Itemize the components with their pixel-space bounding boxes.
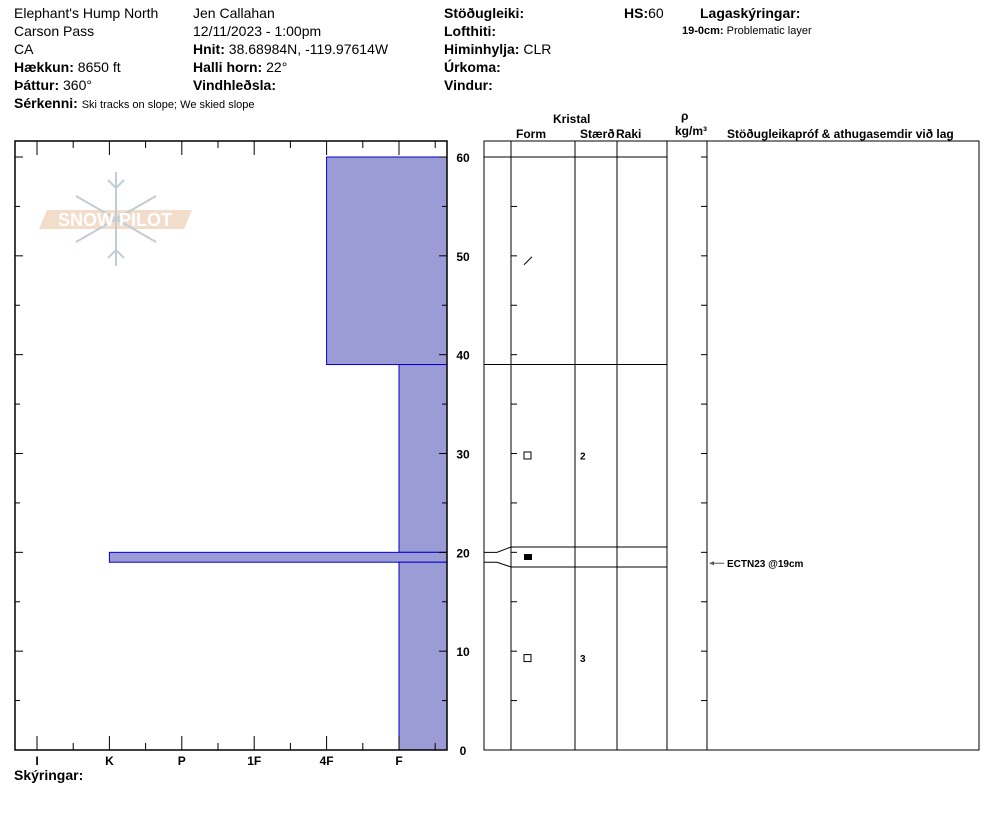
hardness-bar-0 [326,156,448,366]
elevation: Hækkun: 8650 ft [14,58,121,76]
depth-label-20: 20 [456,546,470,560]
slope: Halli horn: 22° [193,58,287,76]
grain-form-icon [523,451,532,460]
precip-label: Úrkoma: [444,59,501,75]
stability-label: Stöðugleiki: [444,5,525,21]
coords-value: 38.68984N, -119.97614W [228,41,389,57]
features: Sérkenni: Ski tracks on slope; We skied … [14,94,255,114]
coords-label: Hnit: [193,41,225,57]
hardness-bar-2 [108,551,448,563]
hs: HS:60 [624,4,664,22]
elevation-value: 8650 ft [77,59,121,75]
hardness-label-F: F [395,754,402,768]
wind-loading: Vindhleðsla: [193,76,276,94]
features-label: Sérkenni: [14,95,78,111]
grain-form-icon [523,654,532,663]
hardness-plot-frame [14,140,448,751]
tests-header: Stöðugleikapróf & athugasemdir við lag [727,127,954,141]
slope-value: 22° [266,59,288,75]
precip: Úrkoma: [444,58,501,76]
area: Carson Pass [14,23,95,39]
size-header: Stærð [580,127,615,141]
grain-size: 2 [580,451,586,462]
grain-form-icon [523,256,533,266]
test-arrowhead-icon [709,561,714,566]
depth-label-10: 10 [456,645,470,659]
layer-note: 19-0cm: Problematic layer [682,22,812,40]
wind: Vindur: [444,76,493,94]
grain-form-icon [524,554,532,560]
hs-label: HS: [624,5,649,21]
sky-value: CLR [523,41,552,57]
stability-test-result: ECTN23 @19cm [727,559,804,570]
wind-loading-label: Vindhleðsla: [193,77,276,93]
logo-text: SNOW PILOT [58,210,172,230]
location: Elephant's Hump North [14,5,159,21]
aspect: Þáttur: 360° [14,76,92,94]
layer-notes-label: Lagaskýringar: [700,5,801,21]
coords: Hnit: 38.68984N, -119.97614W [193,40,388,58]
hardness-label-K: K [105,754,114,768]
elevation-label: Hækkun: [14,59,74,75]
sky-label: Himinhylja: [444,41,520,57]
observer: Jen Callahan [193,5,275,21]
grain-size: 3 [580,654,586,665]
datetime: 12/11/2023 - 1:00pm [193,23,322,39]
depth-label-0: 0 [460,744,467,758]
hardness-label-1F: 1F [247,754,261,768]
air-temp-label: Lofthiti: [444,23,497,39]
moisture-header: Raki [616,127,642,141]
hardness-bar-1 [398,364,448,553]
snowflake-icon [75,172,157,266]
hardness-bar-3 [398,561,448,751]
slope-label: Halli horn: [193,59,263,75]
layer-note-text: Problematic layer [726,25,812,37]
density-symbol: ρ [681,109,689,123]
crystal-header: Kristal [553,112,591,126]
density-unit: kg/m³ [675,124,708,138]
wind-label: Vindur: [444,77,493,93]
layer-table-frame [483,140,980,751]
stability: Stöðugleiki: [444,4,524,22]
hardness-label-P: P [178,754,186,768]
hs-value: 60 [648,5,664,21]
layer-note-range: 19-0cm: [682,25,724,37]
layer-connector [484,561,512,568]
features-value: Ski tracks on slope; We skied slope [81,99,255,111]
aspect-value: 360° [63,77,92,93]
depth-label-60: 60 [456,151,470,165]
depth-label-50: 50 [456,250,470,264]
hardness-label-4F: 4F [320,754,334,768]
layer-connector [484,546,512,553]
depth-label-30: 30 [456,448,470,462]
depth-label-40: 40 [456,349,470,363]
comments-label: Skýringar: [14,767,84,783]
state: CA [14,41,34,57]
form-header: Form [516,127,546,141]
hardness-label-I: I [35,754,38,768]
air-temp: Lofthiti: [444,22,496,40]
snowpilot-logo: SNOW PILOT [39,172,192,266]
aspect-label: Þáttur: [14,77,60,93]
sky: Himinhylja: CLR [444,40,551,58]
